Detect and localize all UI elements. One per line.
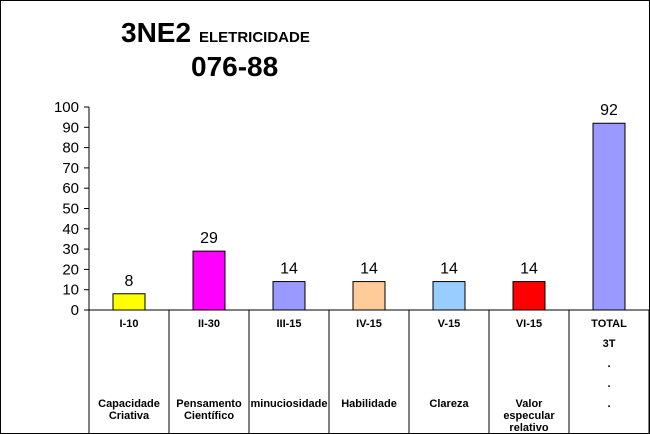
category-label: VI-15 [516, 318, 542, 330]
bar [512, 281, 546, 311]
category-sublabel: 3T [603, 338, 616, 350]
category-sublabel: especular [503, 410, 555, 422]
bar [272, 281, 306, 311]
y-tick-label: 90 [62, 119, 79, 136]
y-tick-label: 80 [62, 140, 79, 157]
category-label: IV-15 [356, 318, 382, 330]
category-sublabel: . [607, 398, 610, 410]
category-label: I-10 [120, 318, 139, 330]
category-sublabel: Habilidade [341, 398, 397, 410]
bar-value-label: 14 [520, 261, 538, 278]
bar-value-label: 29 [200, 230, 218, 247]
y-tick-label: 20 [62, 261, 79, 278]
category-sublabel: . [607, 378, 610, 390]
chart-title-name: ELETRICIDADE [199, 29, 310, 46]
category-label: V-15 [438, 318, 461, 330]
category-sublabel: Criativa [109, 410, 150, 422]
bar-value-label: 14 [360, 261, 378, 278]
bar [192, 250, 226, 311]
category-sublabel: Científico [184, 410, 234, 422]
bar-value-label: 92 [600, 102, 618, 119]
category-sublabel: relativo [509, 422, 548, 433]
category-sublabel: Pensamento [176, 398, 242, 410]
y-tick-label: 40 [62, 221, 79, 238]
bar [112, 293, 146, 311]
category-sublabel: Capacidade [98, 398, 160, 410]
category-sublabel: minuciosidade [250, 398, 327, 410]
chart-title-code: 3NE2 [121, 17, 192, 48]
bar [592, 122, 626, 311]
y-tick-label: 60 [62, 180, 79, 197]
bar-value-label: 14 [280, 261, 298, 278]
category-label: III-15 [276, 318, 301, 330]
bar-value-label: 14 [440, 261, 458, 278]
y-tick-label: 30 [62, 241, 79, 258]
bar [352, 281, 386, 311]
y-tick-label: 10 [62, 282, 79, 299]
category-sublabel: Valor [516, 398, 544, 410]
y-tick-label: 0 [71, 302, 79, 319]
y-tick-label: 50 [62, 201, 79, 218]
y-tick-label: 70 [62, 160, 79, 177]
bar [432, 281, 466, 311]
chart-title-number: 076-88 [191, 51, 279, 82]
category-label: TOTAL [591, 318, 627, 330]
y-tick-label: 100 [54, 99, 79, 116]
category-sublabel: . [607, 358, 610, 370]
category-sublabel: Clareza [429, 398, 469, 410]
category-label: II-30 [198, 318, 220, 330]
bar-value-label: 8 [125, 273, 134, 290]
